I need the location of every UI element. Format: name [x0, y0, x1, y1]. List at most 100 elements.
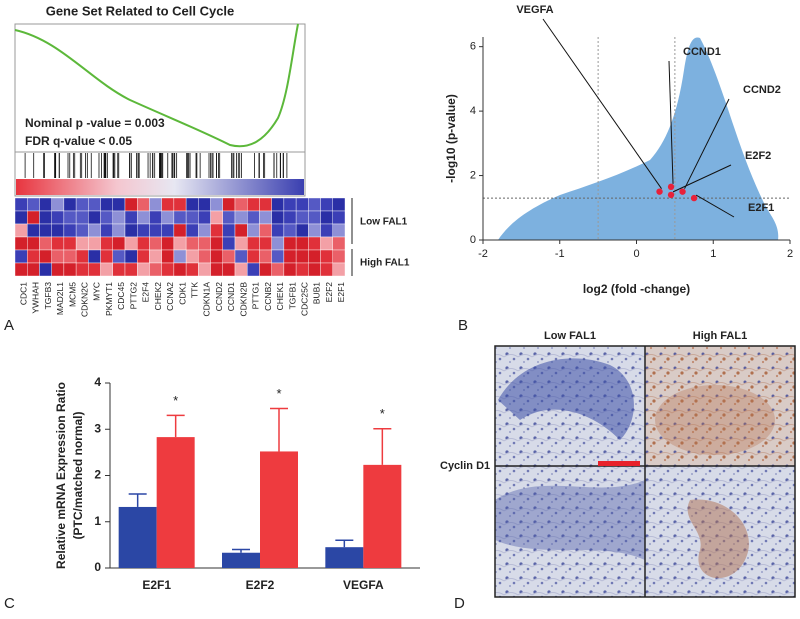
heat-cell: [198, 210, 211, 225]
heat-cell: [75, 223, 89, 238]
heat-cell: [161, 236, 175, 251]
heat-cell: [295, 262, 309, 277]
heat-cell: [320, 210, 333, 225]
heat-cell: [63, 236, 77, 251]
heat-cell: [259, 249, 272, 264]
heat-cell: [112, 262, 126, 277]
heat-cell: [185, 262, 199, 277]
gsea-frame: [14, 23, 306, 197]
panel-label: A: [4, 317, 14, 334]
tissue-region: [687, 499, 749, 579]
heat-cell: [295, 223, 309, 238]
x-tick-label: -1: [555, 248, 565, 260]
heat-cell: [161, 197, 175, 212]
gene-label: CHEK1: [275, 282, 285, 311]
heat-cell: [222, 236, 236, 251]
heat-cell: [39, 249, 52, 264]
heat-cell: [210, 197, 223, 212]
heat-cell: [234, 249, 248, 264]
heat-cell: [173, 249, 187, 264]
heat-cell: [39, 223, 52, 238]
heat-cell: [259, 197, 272, 212]
rank-strip: [16, 179, 304, 195]
heat-cell: [149, 249, 162, 264]
y-tick-label: 0: [470, 234, 476, 246]
heat-cell: [320, 262, 333, 277]
heat-cell: [39, 236, 52, 251]
heat-cell: [161, 262, 175, 277]
annotation-arrow: [668, 60, 674, 184]
annotation-label: E2F1: [748, 202, 774, 214]
heat-cell: [161, 210, 175, 225]
heat-cell: [234, 236, 248, 251]
heat-cell: [137, 197, 150, 212]
heat-cell: [14, 197, 28, 212]
heat-cell: [198, 249, 211, 264]
heat-cell: [173, 223, 187, 238]
gsea-pvalue: Nominal p -value = 0.003: [25, 116, 165, 130]
gene-label: CHEK2: [153, 282, 163, 311]
heat-cell: [124, 197, 138, 212]
annotation-label: CCND1: [683, 46, 721, 58]
heat-cell: [51, 249, 65, 264]
gene-label: E2F2: [324, 282, 334, 303]
gsea-fdr: FDR q-value < 0.05: [25, 134, 132, 148]
heat-cell: [320, 223, 333, 238]
gene-label: TGFB3: [43, 282, 53, 310]
heat-cell: [88, 236, 101, 251]
gene-label: PTTG1: [251, 282, 261, 310]
y-tick-label: 4: [470, 105, 476, 117]
heat-cell: [51, 223, 65, 238]
heat-cell: [271, 236, 285, 251]
gene-label: CCND2: [214, 282, 224, 312]
heat-cell: [247, 262, 260, 277]
heat-cell: [112, 236, 126, 251]
heat-cell: [112, 210, 126, 225]
heat-cell: [112, 249, 126, 264]
gene-label: CDKN2C: [79, 282, 89, 317]
x-tick-label: E2F1: [142, 578, 171, 592]
heat-cell: [308, 249, 321, 264]
gene-label: TGFB1: [287, 282, 297, 310]
row-label: Cyclin D1: [440, 460, 490, 472]
heat-cell: [222, 223, 236, 238]
highlight-point: [679, 188, 686, 195]
panel-label: C: [4, 595, 15, 612]
scale-bar: [598, 461, 640, 466]
heat-cell: [185, 210, 199, 225]
heat-cell: [75, 249, 89, 264]
heat-cell: [51, 262, 65, 277]
significance-mark: *: [380, 406, 385, 421]
heat-cell: [14, 223, 28, 238]
gene-label: E2F1: [336, 282, 346, 303]
heat-cell: [259, 236, 272, 251]
gene-label: BUB1: [312, 282, 322, 304]
heat-cell: [247, 236, 260, 251]
group-label: High FAL1: [360, 258, 410, 269]
group-label: Low FAL1: [360, 217, 408, 228]
heat-cell: [137, 236, 150, 251]
heat-cell: [283, 249, 297, 264]
heat-cell: [63, 262, 77, 277]
heat-cell: [88, 223, 101, 238]
heat-cell: [173, 197, 187, 212]
gene-label: CDC45: [116, 282, 126, 310]
heat-cell: [149, 197, 162, 212]
heat-cell: [88, 210, 101, 225]
heat-cell: [234, 197, 248, 212]
gene-label: E2F4: [141, 282, 151, 303]
heat-cell: [247, 210, 260, 225]
heat-cell: [27, 197, 40, 212]
heat-cell: [14, 249, 28, 264]
gene-label: MCM5: [67, 282, 77, 307]
x-tick-label: 2: [787, 248, 793, 260]
heat-cell: [308, 236, 321, 251]
gsea-title: Gene Set Related to Cell Cycle: [46, 3, 235, 18]
heat-cell: [173, 210, 187, 225]
heat-cell: [51, 210, 65, 225]
heat-cell: [332, 210, 346, 225]
heat-cell: [63, 197, 77, 212]
heat-cell: [198, 262, 211, 277]
heat-cell: [247, 223, 260, 238]
